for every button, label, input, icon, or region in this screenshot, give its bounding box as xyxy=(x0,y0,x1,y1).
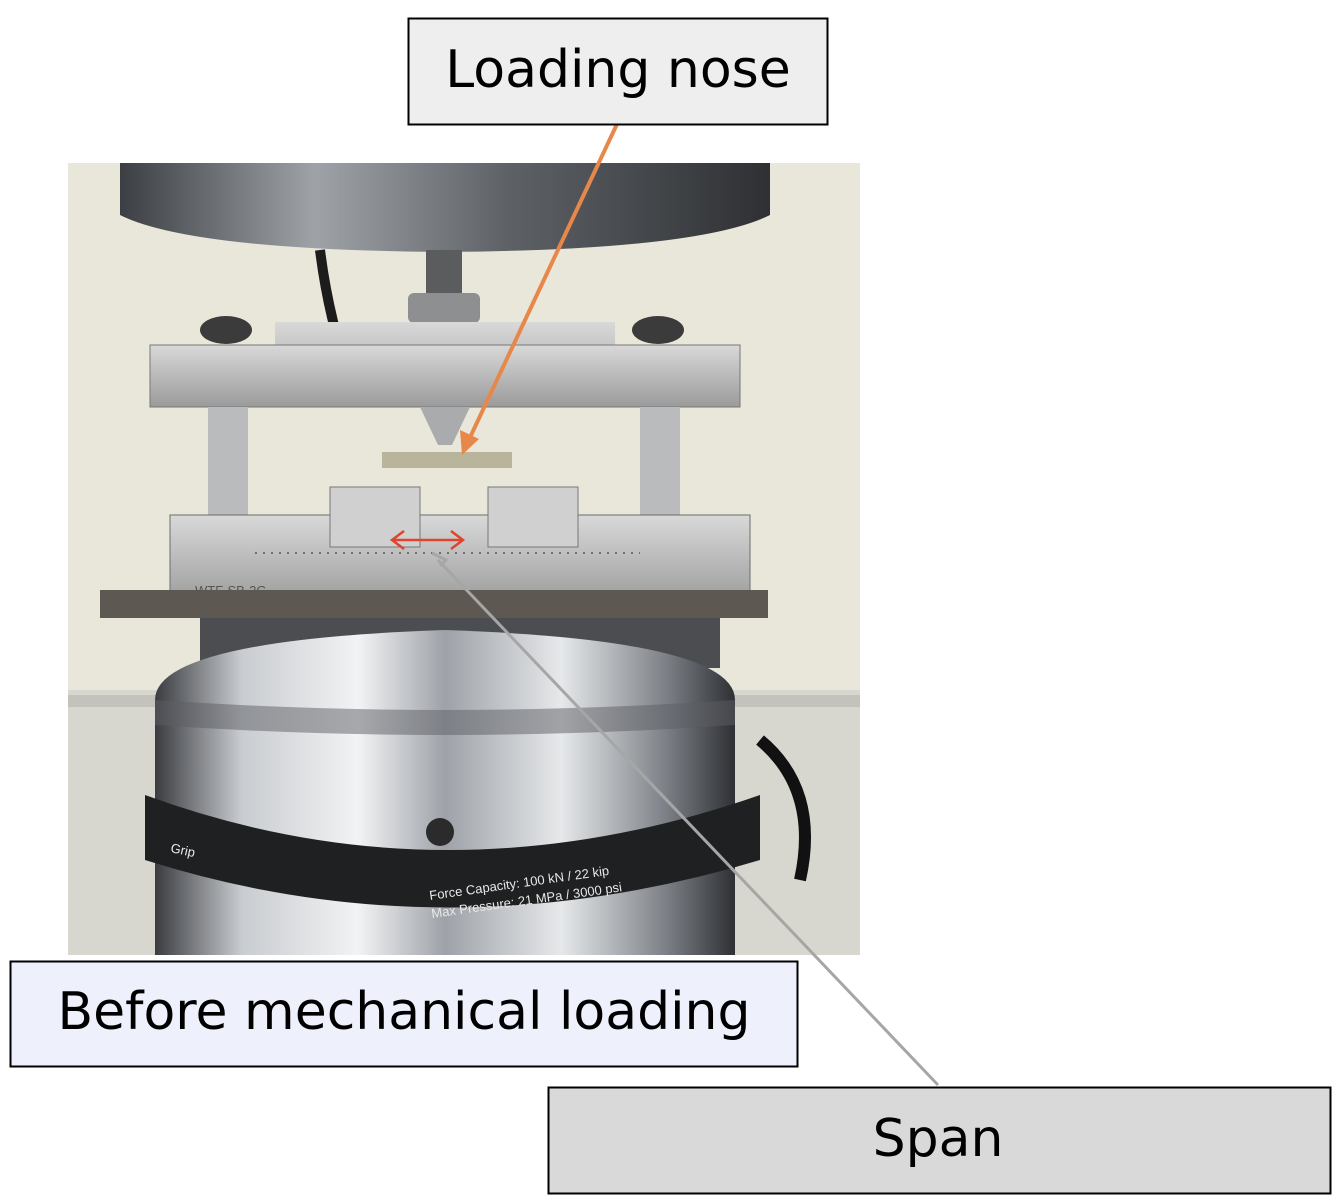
label-box xyxy=(547,1086,1332,1195)
caption: Before mechanical loading xyxy=(58,982,751,1042)
photo-text: Grip xyxy=(169,840,196,860)
caption-box xyxy=(9,960,799,1068)
span-label: Span xyxy=(873,1109,1004,1169)
span-marker xyxy=(389,530,466,550)
arrow-head xyxy=(460,430,479,455)
arrow-head xyxy=(431,551,449,568)
callout-arrow xyxy=(436,558,940,1087)
loading-nose-label: Loading nose xyxy=(445,40,791,100)
label-box xyxy=(407,17,829,126)
photo: WTF-SB-2G Grip Force Capacity: 100 kN / … xyxy=(68,163,860,955)
callout-arrow xyxy=(464,123,619,447)
